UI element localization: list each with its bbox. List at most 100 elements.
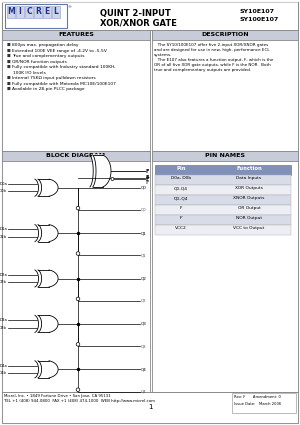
Text: ■: ■ bbox=[7, 65, 10, 69]
Text: ■: ■ bbox=[7, 60, 10, 63]
Text: BLOCK DIAGRAM: BLOCK DIAGRAM bbox=[46, 153, 106, 158]
Text: D3a: D3a bbox=[0, 318, 7, 322]
Text: Q3: Q3 bbox=[141, 322, 147, 326]
Bar bbox=[2, 151, 150, 392]
Text: F: F bbox=[146, 175, 149, 180]
Text: D1b: D1b bbox=[0, 235, 7, 239]
Text: The SY10/100E107 offer five 2-input XOR/XNOR gates: The SY10/100E107 offer five 2-input XOR/… bbox=[154, 43, 268, 47]
Text: XOR Outputs: XOR Outputs bbox=[235, 186, 263, 190]
Bar bbox=[152, 30, 298, 40]
Circle shape bbox=[76, 206, 80, 210]
Text: ®: ® bbox=[67, 5, 71, 9]
Polygon shape bbox=[38, 179, 58, 196]
Text: Q4: Q4 bbox=[141, 390, 147, 394]
Text: D0b: D0b bbox=[0, 190, 7, 193]
Text: Q3: Q3 bbox=[141, 344, 147, 348]
Bar bbox=[2, 2, 298, 3]
Text: QUINT 2-INPUT: QUINT 2-INPUT bbox=[100, 9, 171, 18]
Text: D4b: D4b bbox=[0, 371, 7, 375]
Text: Q1: Q1 bbox=[141, 253, 147, 257]
Text: and are designed for use in new, high- performance ECL: and are designed for use in new, high- p… bbox=[154, 48, 270, 52]
Text: OR/NOR function outputs: OR/NOR function outputs bbox=[12, 60, 67, 63]
Bar bbox=[16, 6, 24, 18]
Text: 100K I/O levels: 100K I/O levels bbox=[13, 71, 46, 74]
Text: Q̅0–Q̅4: Q̅0–Q̅4 bbox=[174, 196, 188, 200]
Bar bbox=[2, 30, 150, 151]
Text: Fully compatible with Motorola MC10E/100E107: Fully compatible with Motorola MC10E/100… bbox=[12, 82, 116, 85]
Text: Q0-Q4: Q0-Q4 bbox=[174, 186, 188, 190]
Text: 800ps max. propagation delay: 800ps max. propagation delay bbox=[12, 43, 79, 47]
Text: ■: ■ bbox=[7, 54, 10, 58]
Text: Q1: Q1 bbox=[141, 231, 147, 235]
Polygon shape bbox=[93, 155, 111, 187]
Polygon shape bbox=[38, 315, 58, 332]
Bar bbox=[155, 225, 291, 235]
Text: Fully compatible with Industry standard 100KH,: Fully compatible with Industry standard … bbox=[12, 65, 116, 69]
Text: F̅: F̅ bbox=[146, 176, 149, 181]
Circle shape bbox=[76, 388, 80, 391]
Bar bbox=[2, 151, 150, 161]
Text: D2a: D2a bbox=[0, 273, 7, 277]
Text: Pin: Pin bbox=[176, 166, 186, 171]
Text: Internal 75KΩ input pulldown resistors: Internal 75KΩ input pulldown resistors bbox=[12, 76, 96, 80]
Bar bbox=[155, 185, 291, 195]
Text: Rev: F      Amendment: 0: Rev: F Amendment: 0 bbox=[234, 395, 281, 399]
Text: L: L bbox=[54, 7, 58, 16]
Text: Function: Function bbox=[236, 166, 262, 171]
Text: True and complementary outputs: True and complementary outputs bbox=[12, 54, 85, 58]
Text: R: R bbox=[35, 7, 41, 16]
Text: VCC2: VCC2 bbox=[175, 226, 187, 230]
Text: F: F bbox=[180, 206, 182, 210]
Text: NOR Output: NOR Output bbox=[236, 216, 262, 220]
Circle shape bbox=[76, 297, 80, 301]
Text: Issue Date:   March 2006: Issue Date: March 2006 bbox=[234, 402, 281, 406]
Text: D0a: D0a bbox=[0, 182, 7, 186]
Text: Q0: Q0 bbox=[141, 208, 147, 212]
Text: 1: 1 bbox=[148, 404, 152, 410]
Text: TEL +1 (408) 944-0800  FAX +1 (408) 474-1000  WEB http://www.micrel.com: TEL +1 (408) 944-0800 FAX +1 (408) 474-1… bbox=[4, 399, 155, 403]
Text: OR of all five XOR gate outputs, while F is the NOR.  Both: OR of all five XOR gate outputs, while F… bbox=[154, 63, 271, 67]
Text: SY100E107: SY100E107 bbox=[240, 17, 279, 22]
Text: D0a, D0b: D0a, D0b bbox=[171, 176, 191, 180]
Text: ■: ■ bbox=[7, 43, 10, 47]
Text: Q2: Q2 bbox=[141, 277, 147, 280]
Bar bbox=[2, 30, 150, 40]
Text: Micrel, Inc. • 1849 Fortune Drive • San Jose, CA 95131: Micrel, Inc. • 1849 Fortune Drive • San … bbox=[4, 394, 111, 398]
Polygon shape bbox=[38, 270, 58, 287]
Bar bbox=[155, 195, 291, 205]
Text: Data Inputs: Data Inputs bbox=[236, 176, 262, 180]
Bar bbox=[43, 6, 51, 18]
Text: D4a: D4a bbox=[0, 363, 7, 368]
Bar bbox=[152, 30, 298, 151]
Bar bbox=[155, 215, 291, 225]
Text: ■: ■ bbox=[7, 48, 10, 53]
Circle shape bbox=[111, 178, 114, 181]
Text: true and complementary outputs are provided.: true and complementary outputs are provi… bbox=[154, 68, 251, 72]
Bar bbox=[2, 392, 298, 423]
Text: ■: ■ bbox=[7, 82, 10, 85]
Polygon shape bbox=[38, 224, 58, 242]
Text: E: E bbox=[44, 7, 50, 16]
Bar bbox=[155, 175, 291, 185]
Text: F: F bbox=[146, 168, 149, 173]
Bar bbox=[232, 393, 296, 413]
Text: PIN NAMES: PIN NAMES bbox=[205, 153, 245, 158]
Polygon shape bbox=[38, 361, 58, 378]
Text: XNOR Outputs: XNOR Outputs bbox=[233, 196, 265, 200]
Text: DESCRIPTION: DESCRIPTION bbox=[201, 32, 249, 37]
Bar bbox=[155, 205, 291, 215]
Circle shape bbox=[76, 343, 80, 346]
Text: F̅: F̅ bbox=[180, 216, 182, 220]
Bar bbox=[34, 6, 42, 18]
Bar bbox=[2, 2, 298, 30]
Text: C: C bbox=[26, 7, 32, 16]
Text: I: I bbox=[19, 7, 21, 16]
Bar bbox=[52, 6, 60, 18]
Bar bbox=[152, 151, 298, 161]
Text: D3b: D3b bbox=[0, 326, 7, 330]
Bar bbox=[7, 6, 15, 18]
Text: SY10E107: SY10E107 bbox=[240, 9, 275, 14]
Text: F: F bbox=[146, 180, 149, 185]
Circle shape bbox=[76, 252, 80, 255]
Text: XOR/XNOR GATE: XOR/XNOR GATE bbox=[100, 18, 177, 27]
